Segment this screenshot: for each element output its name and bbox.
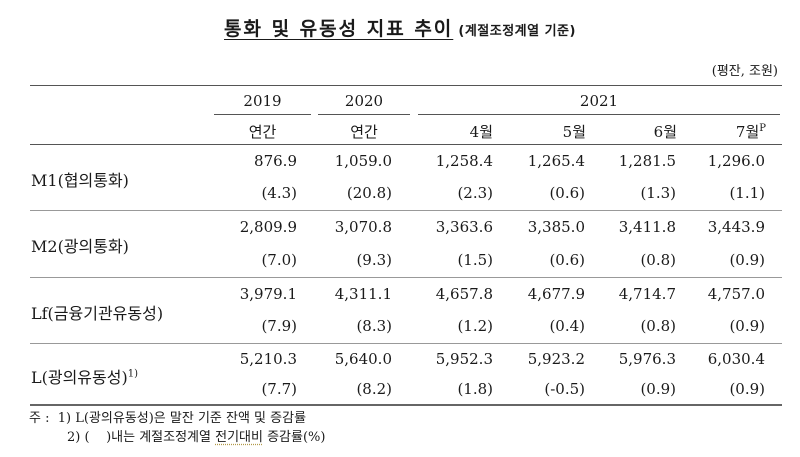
table-bottom-rule xyxy=(30,404,782,406)
value-cell: 5,210.3 xyxy=(239,350,297,368)
footnote-2-text-b: 증감률(%) xyxy=(262,430,326,445)
value-cell: 4,714.7 xyxy=(618,285,676,303)
value-cell: 4,657.8 xyxy=(435,285,493,303)
header-period-2019: 연간 xyxy=(248,123,277,141)
row-label-lf: Lf(금융기관유동성) xyxy=(31,304,164,323)
value-cell: 5,952.3 xyxy=(435,350,493,368)
change-cell: (0.8) xyxy=(640,251,676,269)
value-cell: 3,363.6 xyxy=(435,218,493,236)
change-cell: (8.2) xyxy=(356,380,392,398)
change-cell: (0.8) xyxy=(640,317,676,335)
value-cell: 5,640.0 xyxy=(334,350,392,368)
footnote-2-text-a: ( )내는 계절조정계열 xyxy=(84,430,216,445)
preliminary-mark: P xyxy=(759,123,766,134)
footnote-1-text: L(광의유동성)은 말잔 기준 잔액 및 증감률 xyxy=(75,411,307,426)
title-main: 통화 및 유동성 지표 추이 xyxy=(224,18,454,40)
change-cell: (0.9) xyxy=(729,317,765,335)
change-cell: (1.2) xyxy=(457,317,493,335)
value-cell: 3,979.1 xyxy=(239,285,297,303)
change-cell: (0.9) xyxy=(729,251,765,269)
change-cell: (7.9) xyxy=(261,317,297,335)
footnote-2-text-underlined: 전기대비 xyxy=(215,430,263,445)
row-label-m1: M1(협의통화) xyxy=(31,171,129,190)
change-cell: (4.3) xyxy=(261,184,297,202)
header-month-may: 5월 xyxy=(562,123,586,141)
change-cell: (7.7) xyxy=(261,380,297,398)
header-year-2021: 2021 xyxy=(579,92,619,110)
value-cell: 1,059.0 xyxy=(334,152,392,170)
value-cell: 1,281.5 xyxy=(618,152,676,170)
year-underline-2020 xyxy=(318,114,410,115)
value-cell: 4,311.1 xyxy=(334,285,392,303)
value-cell: 4,677.9 xyxy=(527,285,585,303)
row-divider xyxy=(30,210,782,211)
value-cell: 1,258.4 xyxy=(435,152,493,170)
row-label-l: L(광의유동성)1) xyxy=(31,364,138,388)
change-cell: (1.8) xyxy=(457,380,493,398)
value-cell: 3,385.0 xyxy=(527,218,585,236)
change-cell: (2.3) xyxy=(457,184,493,202)
header-bottom-rule xyxy=(30,144,782,145)
value-cell: 1,296.0 xyxy=(707,152,765,170)
footnote-1: 주 : 1) L(광의유동성)은 말잔 기준 잔액 및 증감률 xyxy=(29,409,325,428)
value-cell: 3,070.8 xyxy=(334,218,392,236)
value-cell: 1,265.4 xyxy=(527,152,585,170)
header-month-apr: 4월 xyxy=(469,123,493,141)
value-cell: 5,976.3 xyxy=(618,350,676,368)
value-cell: 3,411.8 xyxy=(618,218,676,236)
change-cell: (1.5) xyxy=(457,251,493,269)
row-divider xyxy=(30,277,782,278)
change-cell: (0.9) xyxy=(729,380,765,398)
change-cell: (8.3) xyxy=(356,317,392,335)
header-month-jun: 6월 xyxy=(653,123,677,141)
header-month-jul-label: 7월 xyxy=(735,123,760,141)
header-period-2020: 연간 xyxy=(350,123,378,141)
table-top-rule xyxy=(30,85,782,86)
value-cell: 4,757.0 xyxy=(707,285,765,303)
change-cell: (0.6) xyxy=(549,251,585,269)
value-cell: 2,809.9 xyxy=(239,218,297,236)
change-cell: (7.0) xyxy=(261,251,297,269)
value-cell: 5,923.2 xyxy=(527,350,585,368)
change-cell: (9.3) xyxy=(356,251,392,269)
header-year-2020: 2020 xyxy=(344,92,384,110)
unit-label: (평잔, 조원) xyxy=(711,64,778,79)
change-cell: (1.1) xyxy=(729,184,765,202)
row-divider xyxy=(30,343,782,344)
footnote-1-num: 1) xyxy=(57,411,72,426)
header-month-jul: 7월P xyxy=(690,121,766,142)
row-label-l-text: L(광의유동성) xyxy=(31,368,128,387)
header-year-2019: 2019 xyxy=(243,92,282,110)
value-cell: 876.9 xyxy=(254,152,297,170)
page-title: 통화 및 유동성 지표 추이 (계절조정계열 기준) xyxy=(0,14,800,41)
footnote-ref: 1) xyxy=(127,368,138,380)
footnote-prefix: 주 : xyxy=(29,411,50,426)
change-cell: (0.6) xyxy=(549,184,585,202)
title-subtitle: (계절조정계열 기준) xyxy=(458,24,576,39)
value-cell: 6,030.4 xyxy=(707,350,765,368)
footnote-2-num: 2) xyxy=(67,430,81,445)
change-cell: (0.9) xyxy=(640,380,676,398)
year-underline-2021 xyxy=(418,114,780,115)
year-underline-2019 xyxy=(214,114,311,115)
footnotes: 주 : 1) L(광의유동성)은 말잔 기준 잔액 및 증감률 2) ( )내는… xyxy=(29,409,325,447)
change-cell: (1.3) xyxy=(640,184,676,202)
footnote-2: 2) ( )내는 계절조정계열 전기대비 증감률(%) xyxy=(29,428,325,447)
change-cell: (20.8) xyxy=(346,184,392,202)
change-cell: (-0.5) xyxy=(544,380,585,398)
change-cell: (0.4) xyxy=(549,317,585,335)
row-label-m2: M2(광의통화) xyxy=(31,237,129,256)
value-cell: 3,443.9 xyxy=(707,218,765,236)
